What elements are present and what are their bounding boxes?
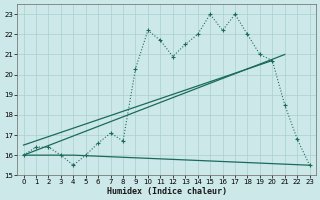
X-axis label: Humidex (Indice chaleur): Humidex (Indice chaleur) bbox=[107, 187, 227, 196]
